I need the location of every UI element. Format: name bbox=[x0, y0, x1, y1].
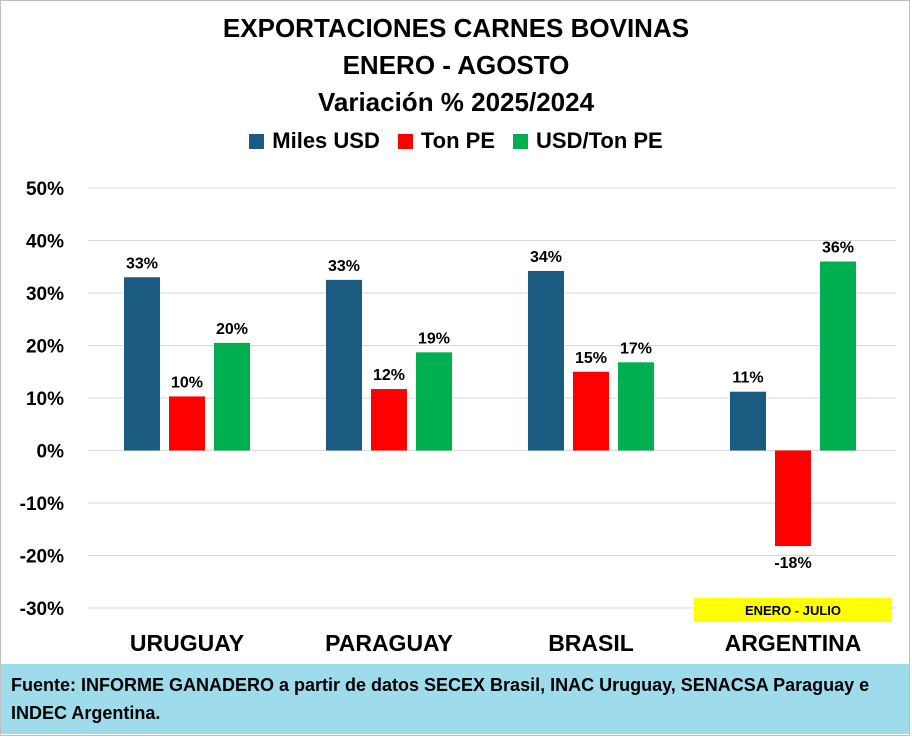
legend-item-miles-usd: Miles USD bbox=[249, 128, 380, 154]
x-tick-label: URUGUAY bbox=[130, 630, 244, 656]
data-label: 17% bbox=[620, 340, 652, 357]
source-note: Fuente: INFORME GANADERO a partir de dat… bbox=[1, 664, 909, 734]
data-label: 33% bbox=[126, 255, 158, 272]
annotation-label: ENERO - JULIO bbox=[745, 603, 841, 618]
data-label: 34% bbox=[530, 249, 562, 266]
data-label: 15% bbox=[575, 350, 607, 367]
chart-title: EXPORTACIONES CARNES BOVINAS bbox=[222, 13, 690, 43]
legend-label-ton-pe: Ton PE bbox=[420, 128, 496, 153]
bar bbox=[618, 362, 654, 451]
y-tick-label: 50% bbox=[26, 179, 64, 200]
legend-swatch-ton-pe bbox=[397, 133, 413, 149]
y-tick-label: 0% bbox=[37, 442, 65, 463]
data-label: 10% bbox=[171, 374, 203, 391]
legend-label-miles-usd: Miles USD bbox=[272, 128, 380, 153]
bar bbox=[730, 391, 766, 451]
bar-chart: 50% 40% 30% 20% 10% 0% -10% -20% -30% 33% 10% 20% UR… bbox=[20, 179, 896, 656]
bar bbox=[416, 352, 452, 451]
data-label: 33% bbox=[328, 258, 360, 275]
bar bbox=[326, 279, 362, 451]
data-label: 12% bbox=[373, 367, 405, 384]
bar bbox=[573, 371, 609, 451]
y-tick-label: -30% bbox=[20, 599, 64, 620]
data-label: 36% bbox=[822, 240, 854, 257]
bar bbox=[528, 270, 564, 451]
x-tick-label: PARAGUAY bbox=[325, 630, 453, 656]
y-tick-label: -10% bbox=[20, 494, 64, 515]
bar bbox=[169, 396, 205, 451]
legend-swatch-miles-usd bbox=[249, 133, 265, 149]
legend-label-usd-ton-pe: USD/Ton PE bbox=[536, 128, 663, 153]
y-tick-label: 10% bbox=[26, 389, 64, 410]
chart-titles: EXPORTACIONES CARNES BOVINAS ENERO - AGO… bbox=[0, 10, 912, 121]
legend: Miles USD Ton PE USD/Ton PE bbox=[0, 128, 912, 154]
y-tick-label: -20% bbox=[20, 547, 64, 568]
y-tick-label: 40% bbox=[26, 232, 64, 253]
x-tick-label: BRASIL bbox=[548, 630, 634, 656]
bar bbox=[775, 450, 811, 547]
legend-item-ton-pe: Ton PE bbox=[397, 128, 496, 154]
data-label: 19% bbox=[418, 330, 450, 347]
annotation-highlight bbox=[694, 598, 892, 622]
x-tick-label: ARGENTINA bbox=[725, 630, 862, 656]
bar bbox=[371, 389, 407, 451]
bar bbox=[820, 261, 856, 451]
chart-subtitle-period: ENERO - AGOSTO bbox=[342, 50, 570, 80]
bar bbox=[124, 277, 160, 451]
chart-subtitle-variation: Variación % 2025/2024 bbox=[317, 87, 595, 117]
data-label: 20% bbox=[216, 321, 248, 338]
data-label: -18% bbox=[774, 555, 811, 572]
data-label: 11% bbox=[732, 370, 763, 387]
y-tick-label: 20% bbox=[26, 337, 64, 358]
legend-swatch-usd-ton-pe bbox=[513, 133, 529, 149]
bar bbox=[214, 342, 250, 451]
y-tick-label: 30% bbox=[26, 284, 64, 305]
legend-item-usd-ton-pe: USD/Ton PE bbox=[513, 128, 663, 154]
